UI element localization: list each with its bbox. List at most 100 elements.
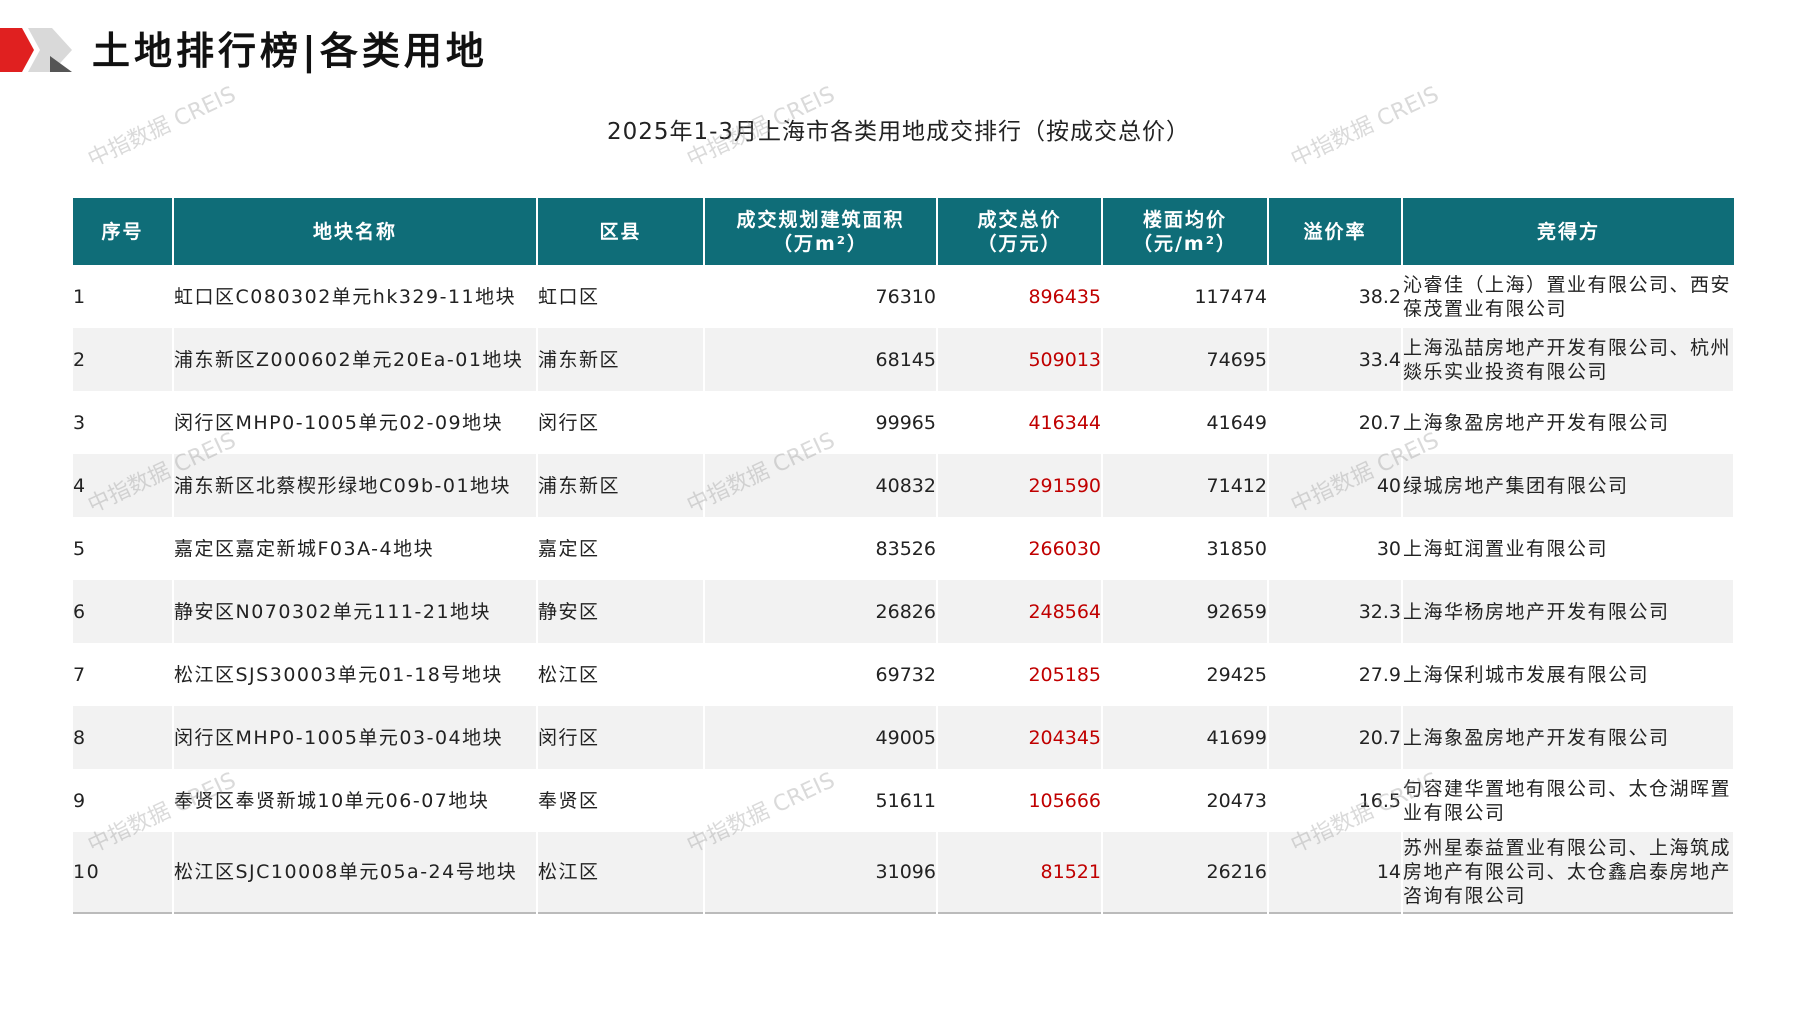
table-cell: 10 [73,832,174,913]
ranking-table: 序号 地块名称 区县 成交规划建筑面积 （万m²） 成交总价 （万元） 楼面均价 （元/m²）溢… [73,198,1735,914]
table-cell: 29425 [1102,643,1269,706]
column-header: 溢价率 [1268,198,1403,265]
column-header-line: 区县 [599,220,642,243]
table-cell: 81521 [937,832,1103,913]
table-cell: 71412 [1102,454,1269,517]
column-header: 楼面均价 （元/m²） [1102,198,1269,265]
table-cell: 奉贤区奉贤新城10单元06-07地块 [173,769,538,832]
table-cell: 291590 [937,454,1103,517]
table-row: 10 松江区SJC10008单元05a-24号地块 松江区 31096 81521 262… [73,832,1735,913]
table-cell: 上海象盈房地产开发有限公司 [1402,706,1735,769]
table-cell: 1 [73,265,174,328]
table-cell: 闵行区 [537,706,705,769]
table-cell: 奉贤区 [537,769,705,832]
table-cell: 上海象盈房地产开发有限公司 [1402,391,1735,454]
table-cell: 204345 [937,706,1103,769]
table-cell: 20.7 [1268,706,1403,769]
table-cell: 浦东新区北蔡楔形绿地C09b-01地块 [173,454,538,517]
table-cell: 41649 [1102,391,1269,454]
table-cell: 上海华杨房地产开发有限公司 [1402,580,1735,643]
table-cell: 浦东新区Z000602单元20Ea-01地块 [173,328,538,391]
table-cell: 句容建华置地有限公司、太仓湖晖置业有限公司 [1402,769,1735,832]
table-cell: 5 [73,517,174,580]
table-cell: 74695 [1102,328,1269,391]
table-cell: 31850 [1102,517,1269,580]
column-header-line: （万元） [977,232,1062,255]
table-cell: 松江区SJS30003单元01-18号地块 [173,643,538,706]
column-header-line: 序号 [101,220,144,243]
column-header-line: 楼面均价 [1142,208,1227,231]
table-cell: 49005 [704,706,938,769]
table-cell: 38.2 [1268,265,1403,328]
column-header-line: （元/m²） [1132,232,1238,255]
table-cell: 静安区 [537,580,705,643]
table-cell: 99965 [704,391,938,454]
table-cell: 40832 [704,454,938,517]
table-cell: 闵行区MHP0-1005单元02-09地块 [173,391,538,454]
table-cell: 3 [73,391,174,454]
table-cell: 117474 [1102,265,1269,328]
table-cell: 浦东新区 [537,328,705,391]
table-cell: 41699 [1102,706,1269,769]
column-header-line: 竞得方 [1536,220,1600,243]
column-header: 序号 [73,198,174,265]
table-cell: 31096 [704,832,938,913]
table-cell: 上海虹润置业有限公司 [1402,517,1735,580]
table-cell: 69732 [704,643,938,706]
column-header: 成交规划建筑面积 （万m²） [704,198,938,265]
table-cell: 27.9 [1268,643,1403,706]
table-cell: 32.3 [1268,580,1403,643]
table-cell: 绿城房地产集团有限公司 [1402,454,1735,517]
table-cell: 虹口区C080302单元hk329-11地块 [173,265,538,328]
table-cell: 2 [73,328,174,391]
table-cell: 266030 [937,517,1103,580]
column-header-line: （万m²） [772,232,869,255]
table-cell: 上海保利城市发展有限公司 [1402,643,1735,706]
table-cell: 上海泓喆房地产开发有限公司、杭州燚乐实业投资有限公司 [1402,328,1735,391]
table-title: 2025年1-3月上海市各类用地成交排行（按成交总价） [606,119,1191,145]
table-cell: 26216 [1102,832,1269,913]
table-cell: 26826 [704,580,938,643]
table-cell: 嘉定区嘉定新城F03A-4地块 [173,517,538,580]
table-cell: 嘉定区 [537,517,705,580]
table-cell: 40 [1268,454,1403,517]
table-cell: 苏州星泰益置业有限公司、上海筑成房地产有限公司、太仓鑫启泰房地产咨询有限公司 [1402,832,1735,913]
header-row: 序号 地块名称 区县 成交规划建筑面积 （万m²） 成交总价 （万元） 楼面均价 （元/m²）溢… [73,198,1734,265]
table-cell: 83526 [704,517,938,580]
table-cell: 沁睿佳（上海）置业有限公司、西安葆茂置业有限公司 [1402,265,1735,328]
table-cell: 30 [1268,517,1403,580]
table-row: 3 闵行区MHP0-1005单元02-09地块 闵行区 99965 416344 4164… [73,391,1735,454]
table-row: 7 松江区SJS30003单元01-18号地块 松江区 69732 205185 2942… [73,643,1735,706]
logo [0,28,72,72]
table-cell: 68145 [704,328,938,391]
table-row: 5 嘉定区嘉定新城F03A-4地块 嘉定区 83526 266030 31850 30 上海虹… [73,517,1735,580]
table-cell: 9 [73,769,174,832]
column-header: 竞得方 [1402,198,1734,265]
column-header-line: 成交规划建筑面积 [736,208,905,231]
table-cell: 33.4 [1268,328,1403,391]
table-cell: 松江区SJC10008单元05a-24号地块 [173,832,538,913]
table-cell: 闵行区MHP0-1005单元03-04地块 [173,706,538,769]
table-cell: 248564 [937,580,1103,643]
table-cell: 76310 [704,265,938,328]
table-cell: 20473 [1102,769,1269,832]
table-row: 4 浦东新区北蔡楔形绿地C09b-01地块 浦东新区 40832 291590 71412… [73,454,1735,517]
table-cell: 416344 [937,391,1103,454]
table-cell: 闵行区 [537,391,705,454]
column-header-line: 成交总价 [977,208,1062,231]
table-cell: 896435 [937,265,1103,328]
page-title: 土地排行榜|各类用地 [92,29,488,73]
column-header: 地块名称 [173,198,538,265]
table-cell: 509013 [937,328,1103,391]
table-cell: 51611 [704,769,938,832]
column-header-line: 地块名称 [312,220,397,243]
column-header: 区县 [537,198,705,265]
column-header: 成交总价 （万元） [937,198,1103,265]
table-cell: 4 [73,454,174,517]
column-header-line: 溢价率 [1303,220,1367,243]
table-row: 9 奉贤区奉贤新城10单元06-07地块 奉贤区 51611 105666 20473 16… [73,769,1735,832]
table-cell: 松江区 [537,643,705,706]
table-cell: 14 [1268,832,1403,913]
table-cell: 92659 [1102,580,1269,643]
